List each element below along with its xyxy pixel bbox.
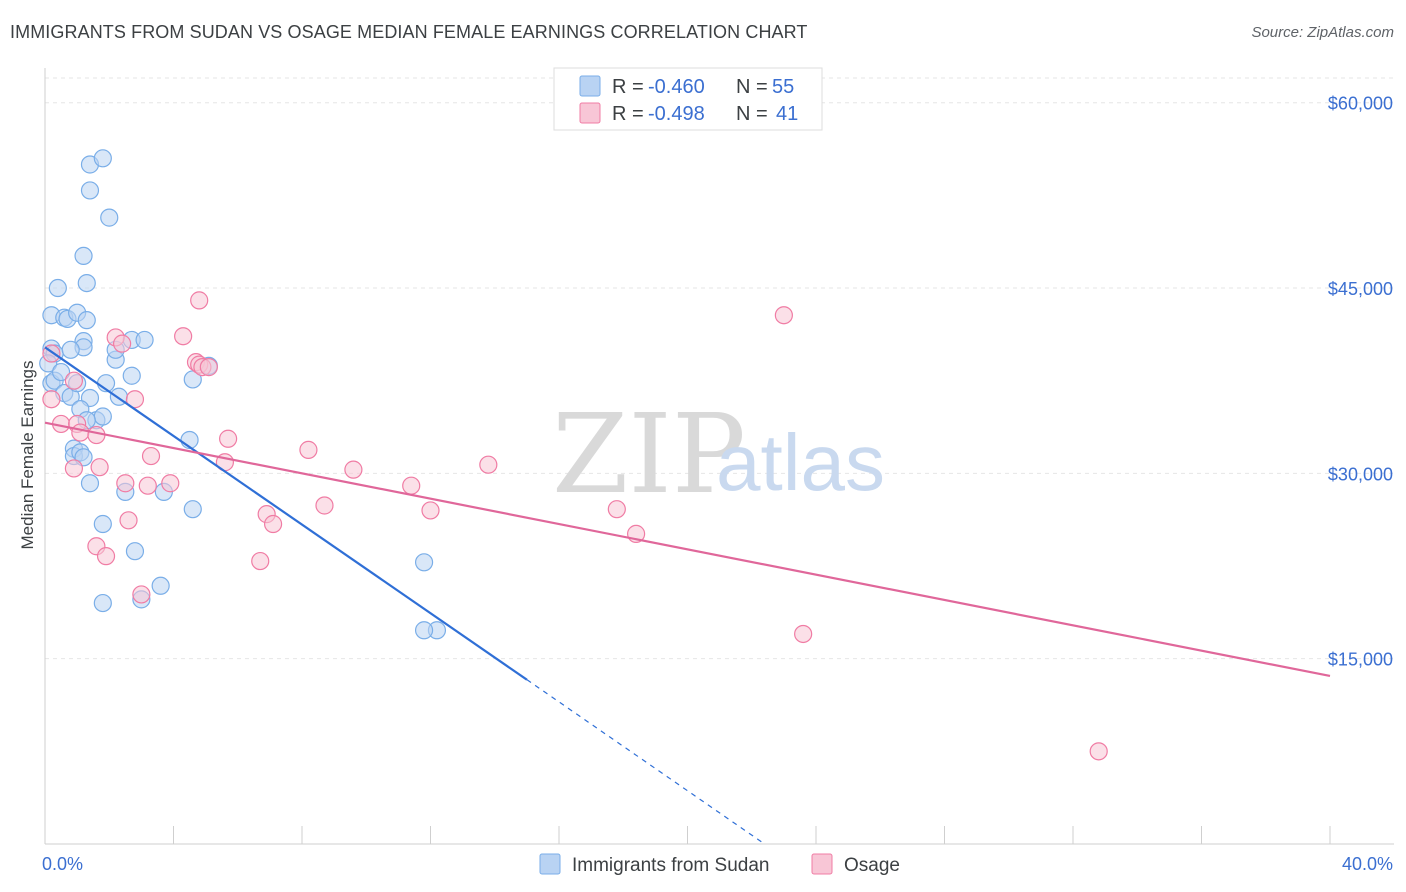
point-osage [607,500,626,519]
legend-n-label-sudan: N = [736,76,768,98]
legend-swatch-osage [579,102,601,124]
point-sudan [151,576,170,595]
point-osage [794,624,813,644]
point-osage [1089,742,1108,761]
point-osage [90,458,109,477]
point-sudan [93,407,112,426]
point-sudan [183,500,202,519]
point-sudan [80,181,100,200]
point-osage [116,474,135,493]
point-osage [141,446,161,466]
legend-n-value-osage: 41 [776,103,798,125]
point-osage [112,334,132,353]
point-sudan [74,246,93,266]
point-osage [190,291,209,310]
y-tick-labels: $15,000 $30,000 $45,000 $60,000 [1328,94,1393,670]
point-sudan [61,340,80,359]
x-tick-label: 0.0% [42,854,83,874]
point-osage [174,327,193,346]
x-tick-labels: 0.0% 40.0% [42,854,1393,874]
watermark: ZIP atlas [552,390,885,518]
point-osage [138,476,157,495]
point-osage [315,496,334,515]
point-osage [402,476,421,495]
point-osage [263,514,283,534]
point-sudan [93,593,112,613]
point-sudan [100,208,119,227]
point-osage [71,423,90,442]
point-osage [251,551,270,571]
chart-title: IMMIGRANTS FROM SUDAN VS OSAGE MEDIAN FE… [10,22,808,42]
point-osage [344,460,363,479]
bottom-legend-label-sudan: Immigrants from Sudan [572,855,769,876]
y-tick-label: $60,000 [1328,94,1393,114]
data-points [39,149,1108,761]
point-osage [119,511,138,530]
legend-r-label-sudan: R = [612,76,644,98]
legend-r-label-osage: R = [612,103,644,125]
point-osage [64,459,84,478]
trend-line-osage [44,421,1331,678]
y-tick-label: $30,000 [1328,464,1393,484]
y-tick-label: $45,000 [1328,279,1393,299]
trend-extension-sudan [526,679,765,845]
watermark-atlas: atlas [716,418,885,507]
point-sudan [93,514,112,534]
bottom-legend-swatch-sudan [539,853,561,875]
bottom-legend-label-osage: Osage [844,855,900,876]
gridlines [45,77,1394,660]
x-tick-label: 40.0% [1342,854,1393,874]
legend-n-value-sudan: 55 [772,76,794,98]
legend-r-value-sudan: -0.460 [648,76,705,98]
point-osage [421,501,440,520]
point-osage [96,547,116,566]
point-sudan [122,366,141,385]
y-axis-title: Median Female Earnings [18,361,37,550]
point-sudan [80,474,100,493]
y-tick-label: $15,000 [1328,650,1393,670]
point-osage [299,440,318,459]
point-osage [161,474,180,493]
stats-legend: R = -0.460 N = 55 R = -0.498 N = 41 [553,67,823,131]
point-sudan [93,149,112,168]
point-osage [42,390,61,409]
trend-lines [44,346,1331,845]
point-sudan [414,553,434,572]
point-sudan [125,542,145,561]
series-legend: Immigrants from Sudan Osage [539,853,900,876]
point-osage [199,358,218,377]
point-sudan [414,621,434,640]
legend-n-label-osage: N = [736,103,768,125]
point-sudan [135,330,154,350]
point-sudan [77,311,96,330]
point-sudan [51,362,71,382]
point-osage [64,371,84,390]
bottom-legend-swatch-osage [811,853,833,875]
legend-swatch-sudan [579,75,601,97]
point-sudan [48,278,67,298]
point-osage [479,455,498,474]
legend-r-value-osage: -0.498 [648,103,705,125]
point-osage [132,585,151,604]
source-label: Source: ZipAtlas.com [1251,24,1394,41]
point-osage [774,306,793,325]
axes [44,68,1394,845]
point-osage [219,429,238,448]
point-sudan [77,273,96,293]
trend-line-sudan [44,346,528,681]
watermark-zip: ZIP [552,390,746,518]
point-osage [125,390,145,409]
